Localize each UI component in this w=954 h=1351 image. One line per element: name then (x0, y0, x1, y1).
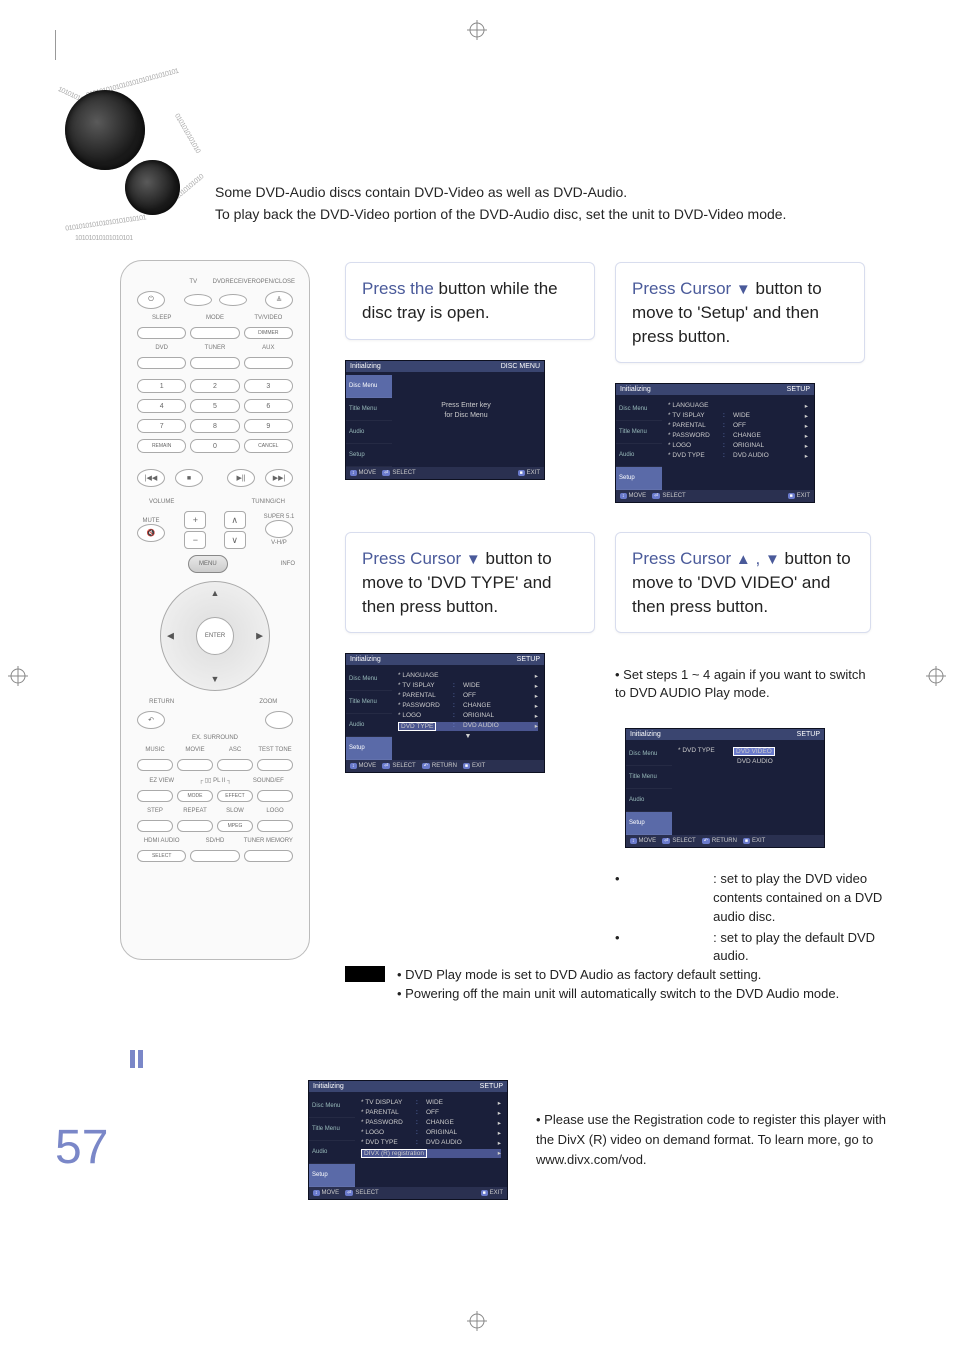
crop-mark-bottom (467, 1311, 487, 1331)
mode-notes: • : set to play the DVD video contents c… (615, 870, 885, 966)
divx-section: InitializingSETUP Disc Menu Title Menu A… (130, 1050, 894, 1200)
divx-title (130, 1050, 894, 1068)
manual-page: 0101010101010101010101010101 10101010101… (0, 0, 954, 1351)
next-icon: ▶▶| (265, 469, 293, 487)
remote-control-diagram: TVDVDRECEIVEROPEN/CLOSE ⏻≜ SLEEPMODETV/V… (120, 260, 310, 960)
stop-icon: ■ (175, 469, 203, 487)
osd-side-audio: Audio (346, 421, 392, 444)
step-3-text-a: Press Cursor (362, 549, 466, 568)
page-number: 57 (55, 1120, 108, 1175)
title-bars-icon (130, 1050, 143, 1068)
osd-side-disc-menu: Disc Menu (346, 375, 392, 398)
note-box: • DVD Play mode is set to DVD Audio as f… (345, 966, 839, 1004)
osd-side-title-menu: Title Menu (346, 398, 392, 421)
osd-side-setup: Setup (346, 444, 392, 467)
step-3-text-c: button. (446, 597, 498, 616)
prev-icon: |◀◀ (137, 469, 165, 487)
step-2-bubble: Press Cursor ▼ button to move to 'Setup'… (615, 262, 865, 363)
step-2-text-c: button. (678, 327, 730, 346)
speaker-decorative-graphic: 0101010101010101010101010101 10101010101… (55, 70, 225, 240)
step-3-bubble: Press Cursor ▼ button to move to 'DVD TY… (345, 532, 595, 633)
step-1-text-a: Press the (362, 279, 439, 298)
crop-mark-right (926, 666, 946, 686)
intro-line-1: Some DVD-Audio discs contain DVD-Video a… (215, 182, 884, 204)
page-rule (55, 30, 56, 60)
note-1: • DVD Play mode is set to DVD Audio as f… (397, 966, 839, 985)
play-icon: ▶|| (227, 469, 255, 487)
right-arrow-icon: ▶ (256, 631, 263, 642)
step-4-text-c: button. (716, 597, 768, 616)
up-arrow-icon: ▲ (736, 549, 751, 570)
crop-mark-left (8, 666, 28, 686)
osd-screenshot-divx: InitializingSETUP Disc Menu Title Menu A… (308, 1080, 508, 1200)
note-badge (345, 966, 385, 982)
down-arrow-icon: ▼ (211, 674, 220, 684)
return-icon: ↶ (137, 711, 165, 729)
down-arrow-icon: ▼ (765, 549, 780, 570)
osd-screenshot-3: InitializingSETUP Disc Menu Title Menu A… (345, 653, 545, 773)
intro-line-2: To play back the DVD-Video portion of th… (215, 204, 884, 226)
step-2: Press Cursor ▼ button to move to 'Setup'… (615, 262, 865, 503)
crop-mark-top (467, 20, 487, 40)
left-arrow-icon: ◀ (167, 631, 174, 642)
eject-icon: ≜ (265, 291, 293, 309)
osd-enter-msg-1: Press Enter key (401, 401, 531, 412)
intro-text: Some DVD-Audio discs contain DVD-Video a… (215, 182, 884, 225)
mute-icon: 🔇 (137, 524, 165, 542)
dpad: ▲ ▼ ◀ ▶ ENTER (160, 581, 270, 691)
step-2-text-a: Press Cursor (632, 279, 736, 298)
osd-screenshot-4: InitializingSETUP Disc Menu Title Menu A… (625, 728, 825, 848)
osd-screenshot-1: InitializingDISC MENU Disc Menu Title Me… (345, 360, 545, 480)
mode-note-1: : set to play the DVD video contents con… (713, 870, 885, 927)
down-arrow-icon: ▼ (736, 279, 751, 300)
step-1-bubble: Press the button while the disc tray is … (345, 262, 595, 340)
up-arrow-icon: ▲ (211, 588, 220, 598)
enter-button: ENTER (196, 617, 234, 655)
step-3: Press Cursor ▼ button to move to 'DVD TY… (345, 532, 595, 773)
step-4-text-a: Press Cursor (632, 549, 736, 568)
mode-note-2: : set to play the default DVD audio. (713, 929, 885, 967)
power-icon: ⏻ (137, 291, 165, 309)
osd-enter-msg-2: for Disc Menu (401, 411, 531, 422)
step-4: Press Cursor ▲ , ▼ button to move to 'DV… (615, 532, 865, 633)
note-2: • Powering off the main unit will automa… (397, 985, 839, 1004)
menu-button: MENU (188, 555, 228, 573)
post-step-4-note: • Set steps 1 ~ 4 again if you want to s… (615, 666, 880, 702)
down-arrow-icon: ▼ (466, 549, 481, 570)
divx-body-text: • Please use the Registration code to re… (536, 1080, 894, 1170)
osd-screenshot-2: InitializingSETUP Disc Menu Title Menu A… (615, 383, 815, 503)
step-1: Press the button while the disc tray is … (345, 262, 595, 480)
step-4-bubble: Press Cursor ▲ , ▼ button to move to 'DV… (615, 532, 871, 633)
